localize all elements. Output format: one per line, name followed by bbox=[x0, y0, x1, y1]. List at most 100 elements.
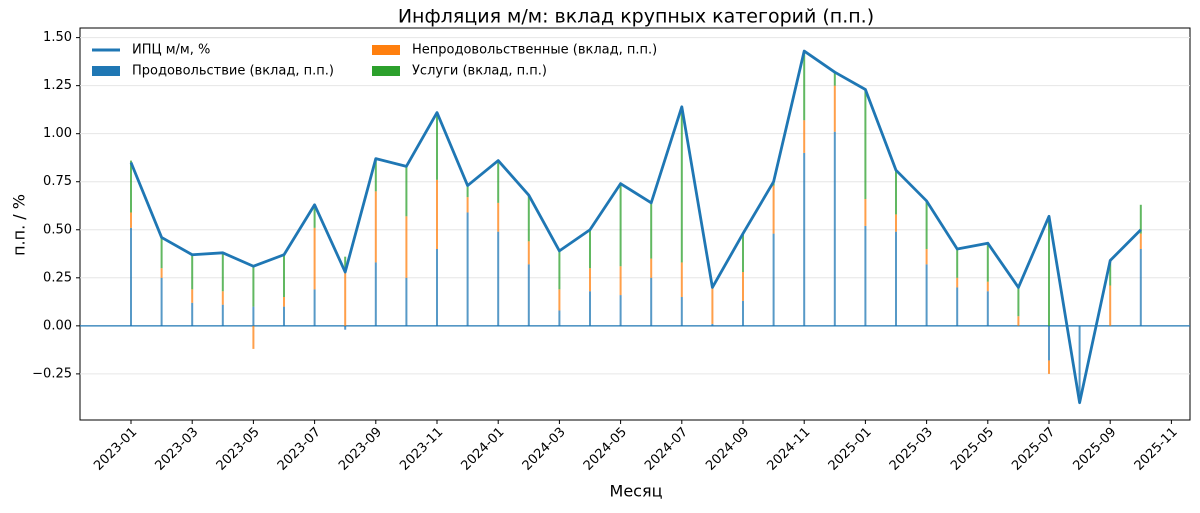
bar-segment bbox=[436, 179, 438, 249]
bar-segment bbox=[527, 264, 530, 326]
bar-segment bbox=[589, 229, 591, 269]
x-tick-label: 2023-11 bbox=[397, 425, 446, 474]
x-tick-label: 2025-11 bbox=[1132, 425, 1181, 474]
bar-segment bbox=[1048, 216, 1050, 326]
bar-segment bbox=[680, 262, 683, 298]
legend-swatch bbox=[372, 66, 400, 76]
bar-segment bbox=[1109, 260, 1112, 286]
bar-segment bbox=[160, 237, 163, 269]
bar-segment bbox=[466, 197, 469, 213]
x-tick-label: 2023-07 bbox=[275, 425, 324, 474]
bar-segment bbox=[1048, 325, 1050, 361]
bar-segment bbox=[221, 252, 224, 292]
x-tick-label: 2024-09 bbox=[703, 425, 752, 474]
bar-segment bbox=[956, 248, 959, 278]
bar-segment bbox=[619, 295, 622, 326]
bar-segment bbox=[497, 160, 500, 203]
plot-frame bbox=[79, 27, 1191, 421]
bar-segment bbox=[466, 183, 469, 198]
bar-segment bbox=[680, 297, 683, 326]
bar-segment bbox=[680, 106, 683, 263]
x-tick-label: 2025-07 bbox=[1009, 425, 1058, 474]
y-tick-label: 0.25 bbox=[43, 270, 72, 285]
bar-segment bbox=[895, 170, 897, 215]
bar-segment bbox=[742, 233, 744, 273]
bar-segment bbox=[313, 204, 316, 228]
bar-segment bbox=[405, 277, 408, 326]
bar-segment bbox=[313, 227, 316, 290]
bar-segment bbox=[650, 277, 653, 326]
bar-segment bbox=[803, 120, 806, 153]
x-tick-label: 2023-09 bbox=[336, 425, 385, 474]
bar-segment bbox=[833, 85, 836, 132]
bar-segment bbox=[895, 231, 897, 326]
x-tick-label: 2023-01 bbox=[91, 425, 140, 474]
bar-segment bbox=[374, 191, 377, 263]
bar-segment bbox=[650, 258, 653, 278]
bar-segment bbox=[803, 152, 806, 326]
x-axis-label: Месяц bbox=[610, 482, 663, 501]
bar-segment bbox=[130, 227, 132, 326]
bar-segment bbox=[497, 231, 500, 326]
y-tick-label: 0.50 bbox=[43, 222, 72, 237]
bar-segment bbox=[742, 272, 744, 301]
bar-segment bbox=[986, 281, 989, 292]
legend-label: Непродовольственные (вклад, п.п.) bbox=[412, 43, 657, 58]
bar-segment bbox=[589, 268, 591, 292]
bar-segment bbox=[221, 304, 224, 326]
bar-segment bbox=[558, 250, 561, 290]
y-tick-label: 0.75 bbox=[43, 174, 72, 189]
chart-title: Инфляция м/м: вклад крупных категорий (п… bbox=[398, 6, 874, 28]
bar-segment bbox=[986, 243, 989, 282]
x-tick-label: 2024-05 bbox=[581, 425, 630, 474]
bar-segment bbox=[1048, 360, 1050, 374]
bar-segment bbox=[772, 233, 775, 326]
bar-segment bbox=[221, 291, 224, 305]
bar-segment bbox=[130, 160, 132, 213]
bar-segment bbox=[160, 268, 163, 278]
x-tick-label: 2025-09 bbox=[1070, 425, 1119, 474]
bar-segment bbox=[558, 289, 561, 311]
bar-segment bbox=[436, 248, 438, 326]
bar-segment bbox=[405, 216, 408, 278]
x-tick-label: 2023-05 bbox=[214, 425, 263, 474]
bar-segment bbox=[1017, 316, 1020, 326]
x-tick-label: 2024-03 bbox=[520, 425, 569, 474]
bar-segment bbox=[589, 291, 591, 326]
bar-segment bbox=[252, 266, 255, 307]
bar-segment bbox=[374, 262, 377, 326]
bar-segment bbox=[864, 199, 867, 226]
y-tick-label: 1.50 bbox=[43, 30, 72, 45]
bar-segment bbox=[1109, 285, 1112, 326]
bar-segment bbox=[619, 183, 622, 267]
bar-segment bbox=[191, 302, 194, 326]
bar-segment bbox=[344, 272, 347, 326]
bar-segment bbox=[986, 291, 989, 326]
bar-segment bbox=[283, 306, 285, 326]
bar-segment bbox=[925, 264, 928, 326]
x-tick-label: 2024-01 bbox=[458, 425, 507, 474]
bar-segment bbox=[313, 289, 316, 326]
bar-segment bbox=[160, 277, 163, 326]
cpi-line bbox=[129, 49, 1142, 405]
y-tick-label: 0.00 bbox=[43, 318, 72, 333]
bar-segment bbox=[405, 166, 408, 217]
legend-label: Продовольствие (вклад, п.п.) bbox=[132, 64, 334, 79]
bar-segment bbox=[497, 202, 500, 232]
y-axis-label: п.п. / % bbox=[10, 194, 29, 256]
bar-segment bbox=[711, 287, 714, 324]
legend-swatch bbox=[92, 66, 120, 76]
x-tick-label: 2024-07 bbox=[642, 425, 691, 474]
bar-segment bbox=[1078, 325, 1081, 403]
bar-segment bbox=[1017, 287, 1020, 317]
bar-segment bbox=[864, 89, 867, 200]
bar-segment bbox=[527, 195, 530, 242]
x-tick-label: 2025-01 bbox=[826, 425, 875, 474]
bar-segment bbox=[130, 212, 132, 228]
bar-segment bbox=[864, 225, 867, 326]
bar-segment bbox=[956, 277, 959, 288]
y-tick-label: 1.25 bbox=[43, 78, 72, 93]
bar-segment bbox=[925, 248, 928, 265]
bar-segment bbox=[1139, 233, 1142, 249]
bar-segment bbox=[374, 158, 377, 192]
